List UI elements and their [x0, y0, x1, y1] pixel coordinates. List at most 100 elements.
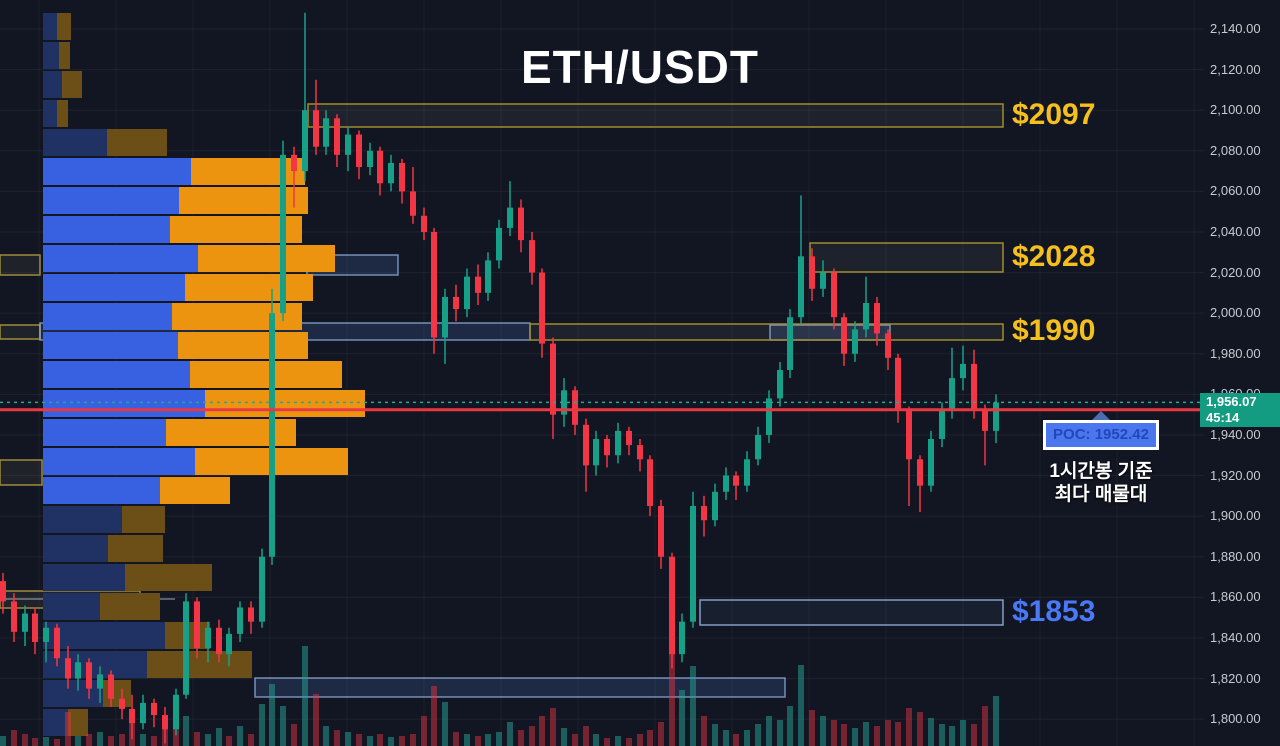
key-level-box-2097[interactable] [307, 103, 1004, 128]
level-label-2097[interactable]: $2097 [1012, 97, 1096, 131]
candle-body [572, 390, 578, 425]
axis-tick-label: 1,940.00 [1210, 426, 1261, 442]
candle-body [583, 424, 589, 466]
candle-body [679, 621, 685, 655]
poc-label-box[interactable]: POC: 1952.42 [1043, 420, 1159, 450]
candle-body [248, 607, 254, 622]
candle-body [820, 272, 826, 289]
candle-body [960, 363, 966, 379]
blue-zone-box[interactable] [254, 677, 786, 698]
profile-bar-buy [43, 13, 57, 40]
candle-body [518, 207, 524, 241]
volume-bar [32, 738, 38, 746]
level-label-1853[interactable]: $1853 [1012, 594, 1096, 628]
candle-body [194, 601, 200, 649]
volume-bar [572, 734, 578, 746]
volume-bar [993, 696, 999, 746]
profile-bar-sell [160, 477, 230, 504]
volume-bar [399, 736, 405, 746]
volume-bar [356, 734, 362, 746]
volume-bar [496, 732, 502, 746]
profile-bar-sell [185, 274, 313, 301]
volume-bar [733, 734, 739, 746]
axis-tick-label: 1,880.00 [1210, 548, 1261, 564]
volume-bar [518, 730, 524, 746]
axis-tick-label: 1,980.00 [1210, 345, 1261, 361]
profile-bar-buy [43, 680, 103, 707]
candle-body [129, 708, 135, 724]
candle-body [410, 191, 416, 216]
volume-bar [647, 730, 653, 746]
volume-bar [86, 734, 92, 746]
candle-body [658, 505, 664, 557]
volume-bar [431, 686, 437, 746]
left-gold-zone[interactable] [0, 459, 43, 486]
volume-bar [669, 600, 675, 746]
key-level-box-1853[interactable] [699, 599, 1004, 626]
candle-body [97, 674, 103, 689]
profile-bar-buy [43, 535, 108, 562]
candle-body [399, 162, 405, 192]
volume-bar [442, 702, 448, 746]
left-gold-zone[interactable] [0, 254, 41, 276]
level-label-2028[interactable]: $2028 [1012, 239, 1096, 273]
profile-bar-buy [43, 477, 160, 504]
volume-bar [140, 734, 146, 746]
axis-tick-label: 2,040.00 [1210, 223, 1261, 239]
candle-body [151, 702, 157, 716]
volume-bar [723, 730, 729, 746]
left-gold-zone[interactable] [0, 324, 41, 340]
poc-korean-line1: 1시간봉 기준 [1049, 461, 1153, 482]
candle-body [744, 459, 750, 486]
volume-bar [507, 722, 513, 746]
volume-bar [302, 646, 308, 746]
key-level-box-1990[interactable] [529, 323, 1004, 341]
volume-bar [906, 708, 912, 746]
key-level-box-2028[interactable] [809, 242, 1004, 273]
profile-bar-sell [190, 361, 342, 388]
volume-bar [108, 736, 114, 746]
candle-body [701, 505, 707, 521]
profile-bar-buy [43, 245, 198, 272]
volume-bar [259, 704, 265, 746]
current-price-value: 1,956.07 [1206, 394, 1257, 410]
poc-korean-note[interactable]: 1시간봉 기준 최다 매물대 [1030, 460, 1172, 506]
profile-bar-buy [43, 593, 100, 620]
candle-body [119, 698, 125, 709]
profile-bar-buy [43, 274, 185, 301]
candle-body [917, 459, 923, 486]
axis-tick-label: 2,020.00 [1210, 264, 1261, 280]
profile-bar-buy [43, 158, 191, 185]
volume-bar [928, 718, 934, 746]
candle-body [22, 613, 28, 632]
volume-bar [679, 690, 685, 746]
volume-bar [377, 734, 383, 746]
candle-body [885, 333, 891, 358]
candle-body [874, 303, 880, 334]
axis-tick-label: 2,100.00 [1210, 102, 1261, 118]
candle-body [280, 154, 286, 314]
candle-body [421, 215, 427, 232]
candle-body [604, 439, 610, 456]
volume-bar [637, 734, 643, 746]
candle-body [831, 272, 837, 318]
candle-body [216, 627, 222, 655]
candle-body [173, 694, 179, 730]
volume-bar [485, 734, 491, 746]
volume-bar [615, 736, 621, 746]
candle-body [302, 110, 308, 172]
candle-body [388, 162, 394, 184]
volume-bar [831, 720, 837, 746]
volume-bar [248, 734, 254, 746]
volume-bar [798, 665, 804, 746]
axis-tick-label: 1,840.00 [1210, 629, 1261, 645]
profile-bar-sell [191, 158, 305, 185]
poc-arrow-icon [1092, 411, 1110, 420]
volume-bar [291, 724, 297, 746]
candle-body [431, 231, 437, 338]
candle-body [852, 329, 858, 354]
level-label-1990[interactable]: $1990 [1012, 314, 1096, 347]
volume-bar [367, 736, 373, 746]
